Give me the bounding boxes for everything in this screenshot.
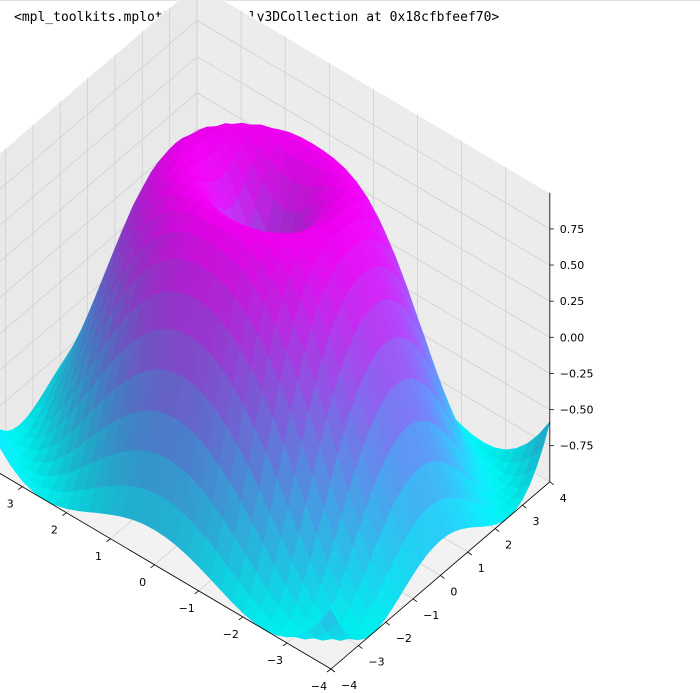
- surface: [0, 122, 551, 641]
- z-tick-label: −0.75: [560, 440, 594, 453]
- z-tick-label: −0.25: [560, 367, 594, 380]
- z-tick-label: −0.50: [560, 404, 594, 417]
- y-tick-label: −1: [423, 609, 439, 622]
- x-tick-label: −2: [223, 628, 239, 641]
- x-tick-label: −4: [311, 680, 327, 693]
- y-tick-label: 1: [478, 562, 485, 575]
- x-tick-label: −3: [267, 654, 283, 667]
- x-tick-mark: [326, 668, 332, 673]
- y-tick-mark: [467, 551, 472, 556]
- x-tick-label: 0: [139, 576, 146, 589]
- x-tick-mark: [106, 538, 111, 543]
- axis-ticks: −4−3−2−101234−4−3−2−101234−0.75−0.50−0.2…: [7, 223, 594, 693]
- x-tick-mark: [150, 564, 155, 569]
- y-tick-label: −3: [368, 656, 384, 669]
- y-tick-mark: [330, 668, 336, 673]
- y-tick-mark: [412, 598, 418, 603]
- cell-divider: [0, 0, 700, 8]
- y-tick-mark: [522, 504, 527, 509]
- wall-gridline-z: [0, 128, 551, 338]
- x-tick-mark: [62, 512, 67, 517]
- wall-gridline-z: [0, 20, 551, 230]
- y-tick-label: 0: [450, 585, 457, 598]
- z-tick-label: 0.75: [560, 223, 585, 236]
- x-tick-label: 2: [51, 524, 58, 537]
- wall-gridline-z: [0, 56, 551, 266]
- x-tick-mark: [18, 486, 23, 490]
- x-tick-label: −1: [179, 602, 195, 615]
- y-tick-label: 4: [560, 492, 567, 505]
- y-tick-mark: [385, 621, 390, 626]
- z-tick-label: 0.25: [560, 295, 585, 308]
- x-tick-label: 3: [7, 498, 14, 511]
- y-tick-label: 3: [533, 515, 540, 528]
- x-tick-mark: [194, 590, 199, 595]
- y-tick-label: −4: [341, 679, 357, 692]
- y-tick-mark: [494, 528, 500, 532]
- y-tick-label: −2: [396, 632, 412, 645]
- y-tick-mark: [549, 481, 555, 486]
- y-tick-mark: [358, 645, 363, 649]
- surface-patch: [319, 608, 339, 633]
- x-tick-label: 1: [95, 550, 102, 563]
- y-tick-mark: [440, 575, 445, 579]
- wall-gridline-z: [0, 92, 551, 302]
- z-tick-label: 0.00: [560, 331, 585, 344]
- y-tick-label: 2: [505, 539, 512, 552]
- z-tick-label: 0.50: [560, 259, 585, 272]
- x-tick-mark: [238, 616, 244, 621]
- x-tick-mark: [282, 642, 288, 647]
